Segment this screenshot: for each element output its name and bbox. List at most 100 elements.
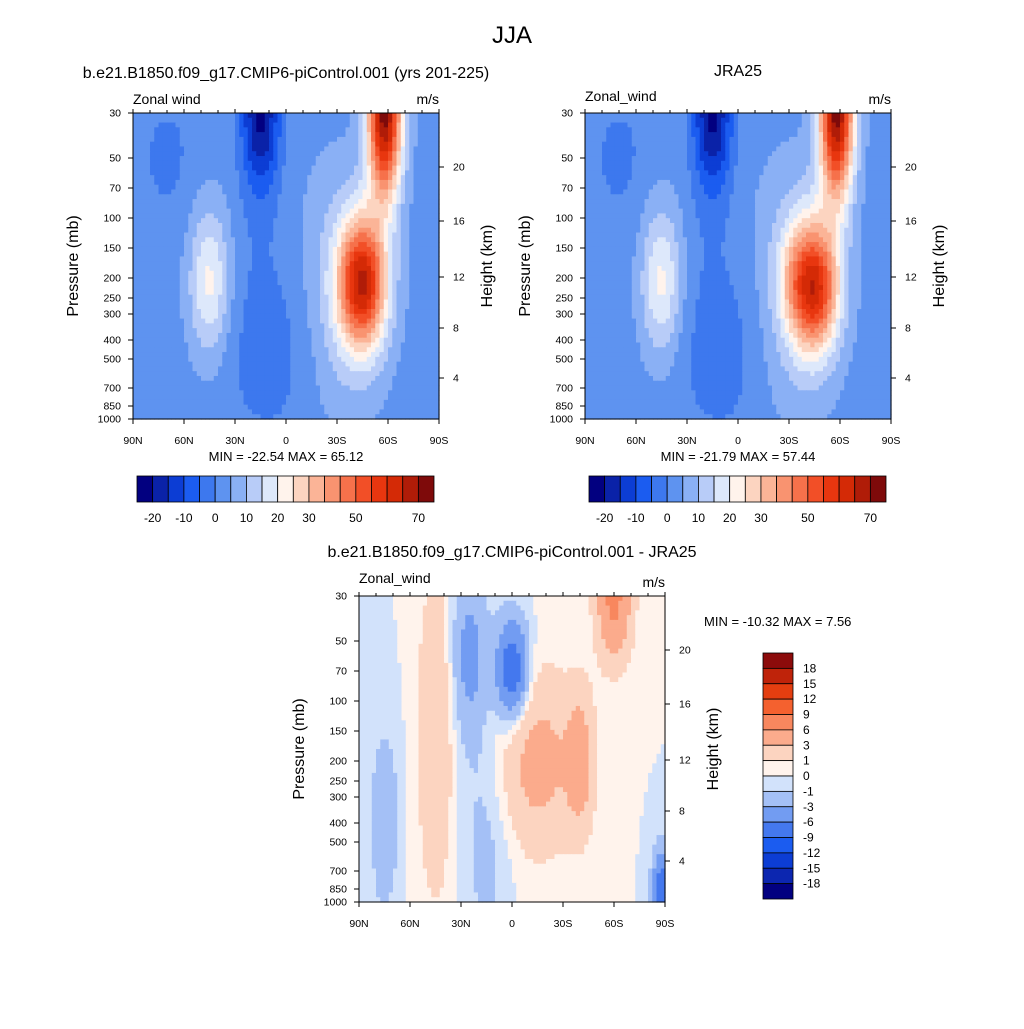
panel-3-title: b.e21.B1850.f09_g17.CMIP6-piControl.001 … bbox=[327, 544, 696, 561]
panel-3: b.e21.B1850.f09_g17.CMIP6-piControl.001 … bbox=[291, 544, 851, 930]
y-tick-label: 300 bbox=[103, 309, 121, 321]
panel-1-contour-fill bbox=[133, 113, 440, 420]
y2-tick-label: 4 bbox=[453, 373, 459, 385]
panel-2-right-string: m/s bbox=[868, 91, 891, 107]
colorbar-box bbox=[792, 476, 808, 502]
colorbar-label: -10 bbox=[175, 511, 193, 525]
y2-axis-title: Height (km) bbox=[479, 225, 496, 308]
colorbar-box bbox=[763, 838, 793, 853]
colorbar-box bbox=[763, 699, 793, 714]
y-tick-label: 150 bbox=[329, 726, 347, 738]
x-tick-label: 60S bbox=[831, 435, 850, 447]
colorbar-box bbox=[371, 476, 387, 502]
y2-tick-label: 16 bbox=[453, 216, 465, 228]
colorbar-box bbox=[763, 715, 793, 730]
panel-1-right-string: m/s bbox=[416, 91, 439, 107]
colorbar-label: 30 bbox=[302, 511, 316, 525]
y2-axis-title: Height (km) bbox=[931, 225, 948, 308]
colorbar-box bbox=[652, 476, 668, 502]
y-tick-label: 1000 bbox=[550, 414, 574, 426]
y2-tick-label: 12 bbox=[905, 272, 917, 284]
colorbar-box bbox=[403, 476, 419, 502]
colorbar-box bbox=[761, 476, 777, 502]
colorbar-label: 0 bbox=[664, 511, 671, 525]
y-tick-label: 30 bbox=[335, 591, 347, 603]
y-tick-label: 30 bbox=[561, 108, 573, 120]
x-tick-label: 60S bbox=[605, 918, 624, 930]
x-tick-label: 90S bbox=[430, 435, 449, 447]
y-tick-label: 850 bbox=[103, 401, 121, 413]
y-tick-label: 400 bbox=[103, 335, 121, 347]
x-tick-label: 60N bbox=[626, 435, 645, 447]
y2-tick-label: 4 bbox=[905, 373, 911, 385]
colorbar-label: 20 bbox=[271, 511, 285, 525]
colorbar-box bbox=[808, 476, 824, 502]
colorbar-box bbox=[667, 476, 683, 502]
colorbar-box bbox=[763, 853, 793, 868]
colorbar-box bbox=[763, 745, 793, 760]
colorbar-box bbox=[777, 476, 793, 502]
y-tick-label: 30 bbox=[109, 108, 121, 120]
colorbar-box bbox=[745, 476, 761, 502]
colorbar-box bbox=[325, 476, 341, 502]
y-tick-label: 100 bbox=[329, 696, 347, 708]
y2-tick-label: 20 bbox=[905, 162, 917, 174]
y-axis-title: Pressure (mb) bbox=[517, 215, 534, 316]
y-axis-title: Pressure (mb) bbox=[291, 698, 308, 799]
x-tick-label: 30S bbox=[780, 435, 799, 447]
x-tick-label: 30N bbox=[677, 435, 696, 447]
x-tick-label: 0 bbox=[735, 435, 741, 447]
y-tick-label: 50 bbox=[561, 153, 573, 165]
y2-tick-label: 4 bbox=[679, 856, 685, 868]
colorbar-box bbox=[309, 476, 325, 502]
colorbar-label: 15 bbox=[803, 677, 817, 691]
colorbar-label: -3 bbox=[803, 800, 814, 814]
y-tick-label: 700 bbox=[103, 383, 121, 395]
colorbar-label: 70 bbox=[864, 511, 878, 525]
colorbar-box bbox=[870, 476, 886, 502]
colorbar-box bbox=[340, 476, 356, 502]
y-tick-label: 1000 bbox=[98, 414, 122, 426]
y2-tick-label: 12 bbox=[679, 755, 691, 767]
colorbar-box bbox=[589, 476, 605, 502]
y-tick-label: 250 bbox=[329, 776, 347, 788]
colorbar-label: 70 bbox=[412, 511, 426, 525]
panel-3-right-string: m/s bbox=[642, 574, 665, 590]
colorbar-box bbox=[823, 476, 839, 502]
y-tick-label: 150 bbox=[555, 243, 573, 255]
y-tick-label: 70 bbox=[335, 666, 347, 678]
colorbar-label: -1 bbox=[803, 784, 814, 798]
panel-2-contour-fill bbox=[585, 113, 892, 420]
panel-3-stats: MIN = -10.32 MAX = 7.56 bbox=[704, 614, 851, 629]
x-tick-label: 90N bbox=[349, 918, 368, 930]
y-tick-label: 70 bbox=[561, 183, 573, 195]
x-tick-label: 90N bbox=[575, 435, 594, 447]
y-tick-label: 400 bbox=[329, 818, 347, 830]
y-axis-title: Pressure (mb) bbox=[65, 215, 82, 316]
colorbar-box bbox=[855, 476, 871, 502]
y2-tick-label: 8 bbox=[679, 806, 685, 818]
colorbar-box bbox=[231, 476, 247, 502]
x-tick-label: 30S bbox=[328, 435, 347, 447]
x-tick-label: 0 bbox=[283, 435, 289, 447]
x-tick-label: 60S bbox=[379, 435, 398, 447]
y-tick-label: 200 bbox=[555, 273, 573, 285]
colorbar-box bbox=[137, 476, 153, 502]
colorbar-label: 9 bbox=[803, 708, 810, 722]
colorbar-label: -6 bbox=[803, 815, 814, 829]
y2-tick-label: 16 bbox=[679, 699, 691, 711]
x-tick-label: 60N bbox=[174, 435, 193, 447]
colorbar-label: 3 bbox=[803, 738, 810, 752]
colorbar-box bbox=[153, 476, 169, 502]
colorbar-box bbox=[387, 476, 403, 502]
colorbar-box bbox=[763, 868, 793, 883]
colorbar-box bbox=[763, 884, 793, 899]
panel-3-left-string: Zonal_wind bbox=[359, 570, 431, 586]
